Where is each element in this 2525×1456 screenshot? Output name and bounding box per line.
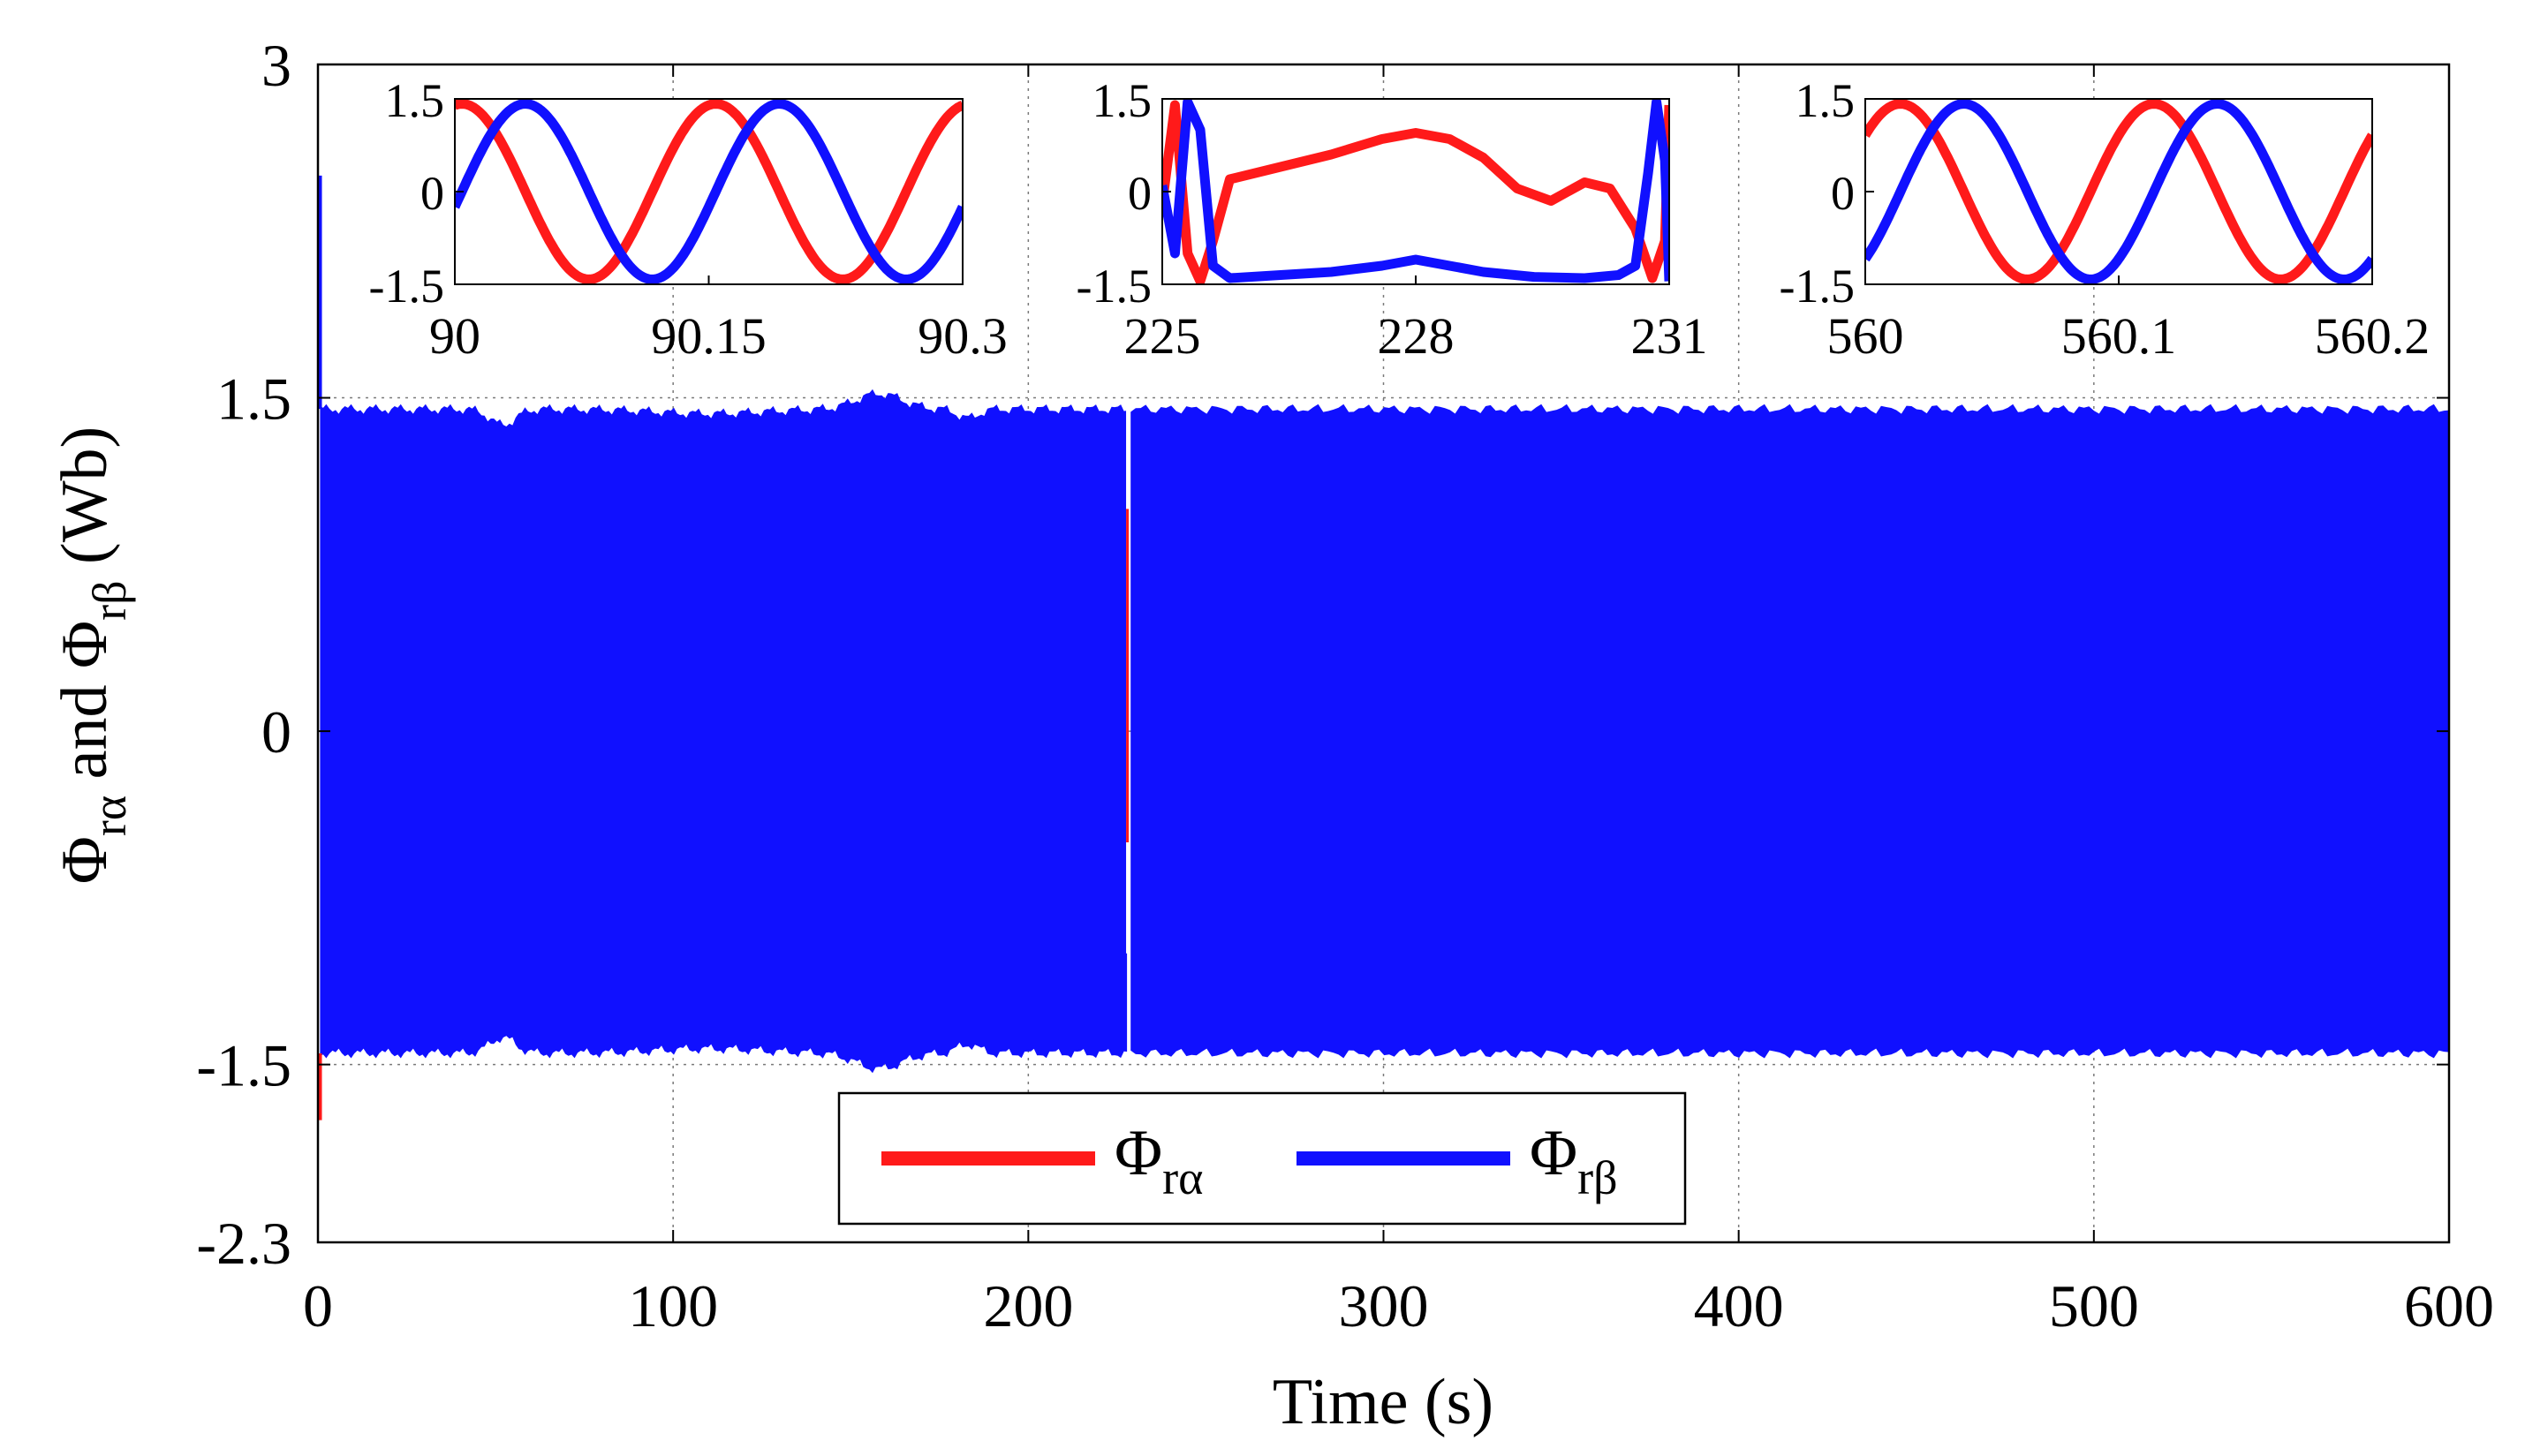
legend-label-alpha: Φrα [1115, 1117, 1203, 1204]
inset-2-y-tick-label-1: 0 [1128, 167, 1152, 220]
inset-1-beta-curve [455, 99, 963, 284]
inset-3-x-tick-label-2: 560.2 [2315, 307, 2431, 365]
x-tick-label-6: 600 [2404, 1272, 2494, 1339]
y-tick-label-1: 1.5 [216, 366, 291, 433]
inset-3-y-tick-label-1: 0 [1831, 167, 1855, 220]
inset-3-y-tick-label-0: 1.5 [1795, 74, 1856, 127]
inset-curves-3 [1865, 99, 2372, 284]
y-tick-label-3: -1.5 [196, 1032, 291, 1099]
x-tick-label-3: 300 [1339, 1272, 1429, 1339]
legend-symbol-alpha: Φ [1115, 1117, 1162, 1189]
y-axis-label: Φrα and Φrβ (Wb) [49, 426, 136, 884]
inset-curves-1 [455, 99, 963, 284]
inset-1-x-tick-label-1: 90.15 [651, 307, 767, 365]
legend-subscript-beta: rβ [1577, 1151, 1617, 1204]
main-axis-ticks: 0 100 200 300 400 500 600 3 1.5 0 -1.5 -2.3 [196, 32, 2494, 1339]
x-tick-label-4: 400 [1694, 1272, 1784, 1339]
inset-1: 90 90.15 90.3 1.5 0 -1.5 [369, 74, 1008, 365]
x-tick-label-1: 100 [628, 1272, 718, 1339]
inset-background-1 [455, 99, 963, 284]
inset-1-y-tick-label-0: 1.5 [385, 74, 445, 127]
inset-2-x-tick-label-0: 225 [1124, 307, 1201, 365]
legend-label-beta: Φrβ [1530, 1117, 1618, 1204]
inset-curves-2 [1162, 99, 1669, 284]
inset-2-y-tick-label-0: 1.5 [1092, 74, 1153, 127]
x-tick-label-0: 0 [303, 1272, 333, 1339]
y-tick-label-0: 3 [261, 32, 291, 99]
legend: Φrα Φrβ [837, 1091, 1687, 1226]
legend-subscript-alpha: rα [1162, 1151, 1203, 1204]
series-beta-envelope-pre [320, 389, 1128, 1074]
inset-1-x-tick-label-0: 90 [429, 307, 480, 365]
y-label-prefix: Φ [49, 836, 121, 884]
y-tick-label-2: 0 [261, 698, 291, 766]
inset-2: 225 228 231 1.5 0 -1.5 [1077, 74, 1708, 365]
inset-1-alpha-curve [455, 99, 963, 284]
series-beta-envelope-post [1130, 404, 2449, 1059]
inset-3: 560 560.1 560.2 1.5 0 -1.5 [1780, 74, 2431, 365]
x-axis-label: Time (s) [1273, 1366, 1493, 1438]
inset-1-y-tick-label-1: 0 [420, 167, 444, 220]
y-label-mid: and Φ [49, 621, 121, 796]
x-tick-label-5: 500 [2049, 1272, 2139, 1339]
main-series-layer [317, 175, 2449, 1120]
inset-3-y-tick-label-2: -1.5 [1780, 260, 1855, 313]
inset-3-beta-curve [1865, 99, 2372, 284]
inset-2-alpha-curve [1162, 100, 1669, 284]
inset-2-x-tick-label-1: 228 [1378, 307, 1455, 365]
inset-1-x-tick-label-2: 90.3 [918, 307, 1008, 365]
inset-1-y-tick-label-2: -1.5 [369, 260, 444, 313]
inset-2-y-tick-label-2: -1.5 [1077, 260, 1152, 313]
inset-2-beta-curve [1162, 99, 1669, 283]
inset-3-x-tick-label-1: 560.1 [2061, 307, 2177, 365]
legend-symbol-beta: Φ [1530, 1117, 1577, 1189]
y-label-unit: (Wb) [49, 426, 121, 581]
x-tick-label-2: 200 [983, 1272, 1073, 1339]
y-label-sub1: rα [83, 796, 136, 836]
y-label-sub2: rβ [83, 580, 136, 620]
inset-3-x-tick-label-0: 560 [1827, 307, 1904, 365]
y-tick-label-4: -2.3 [196, 1210, 291, 1277]
inset-3-alpha-curve [1865, 99, 2372, 284]
inset-2-x-tick-label-2: 231 [1631, 307, 1708, 365]
